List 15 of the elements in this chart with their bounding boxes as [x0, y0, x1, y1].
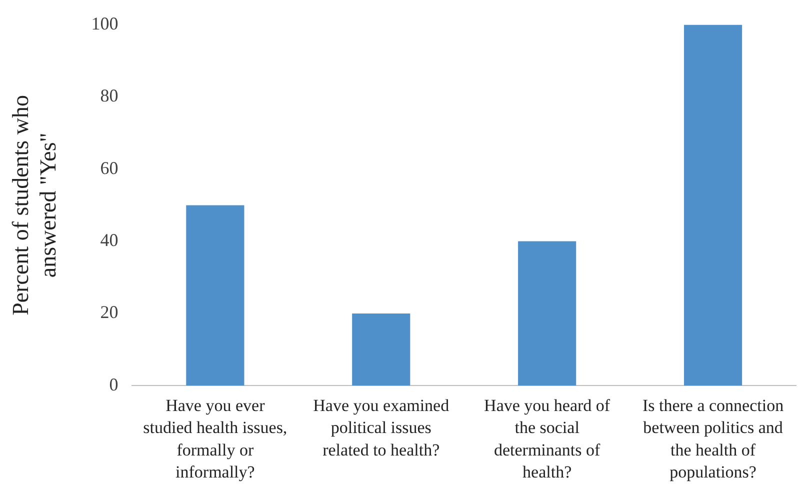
y-tick-label: 0: [109, 374, 118, 394]
x-tick-label: Have you examined political issues related to health?: [313, 396, 450, 460]
y-tick-label: 20: [100, 302, 118, 322]
y-tick-label: 40: [100, 230, 118, 250]
y-tick-label: 60: [100, 158, 118, 178]
x-tick-label: Have you heard of the social determinants of health?: [484, 396, 610, 482]
y-tick-label: 80: [100, 86, 118, 106]
bar: [684, 24, 742, 386]
bar: [186, 205, 244, 386]
bar: [518, 241, 576, 386]
y-axis-title: Percent of students who answered "Yes": [8, 95, 60, 316]
bar: [352, 313, 410, 386]
x-tick-label: Is there a connection between politics and the health of populations?: [642, 396, 784, 482]
x-tick-label: Have you ever studied health issues, formally or informally?: [143, 396, 288, 482]
y-tick-label: 100: [91, 14, 118, 34]
